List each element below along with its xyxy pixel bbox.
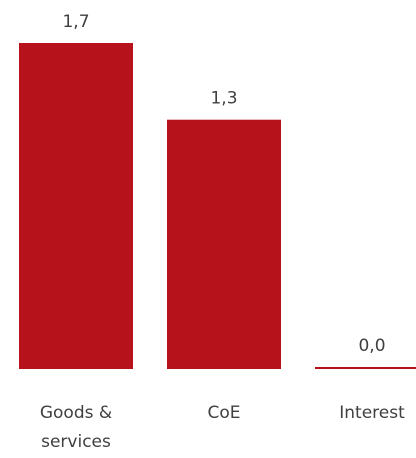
- value-label-0: 1,7: [62, 12, 89, 32]
- bar-0: [19, 43, 133, 369]
- value-label-1: 1,3: [210, 89, 237, 109]
- value-label-2: 0,0: [358, 336, 385, 356]
- bar-1: [167, 119, 281, 370]
- category-label-2-line-0: Interest: [339, 403, 405, 423]
- category-label-2: Interest: [339, 403, 405, 423]
- category-label-1: CoE: [207, 403, 240, 423]
- category-label-0-line-1: services: [41, 432, 111, 452]
- bar-2: [315, 367, 416, 369]
- category-label-1-line-0: CoE: [207, 403, 240, 423]
- category-label-0-line-0: Goods &: [40, 403, 112, 423]
- category-label-0: Goods & services: [40, 403, 112, 452]
